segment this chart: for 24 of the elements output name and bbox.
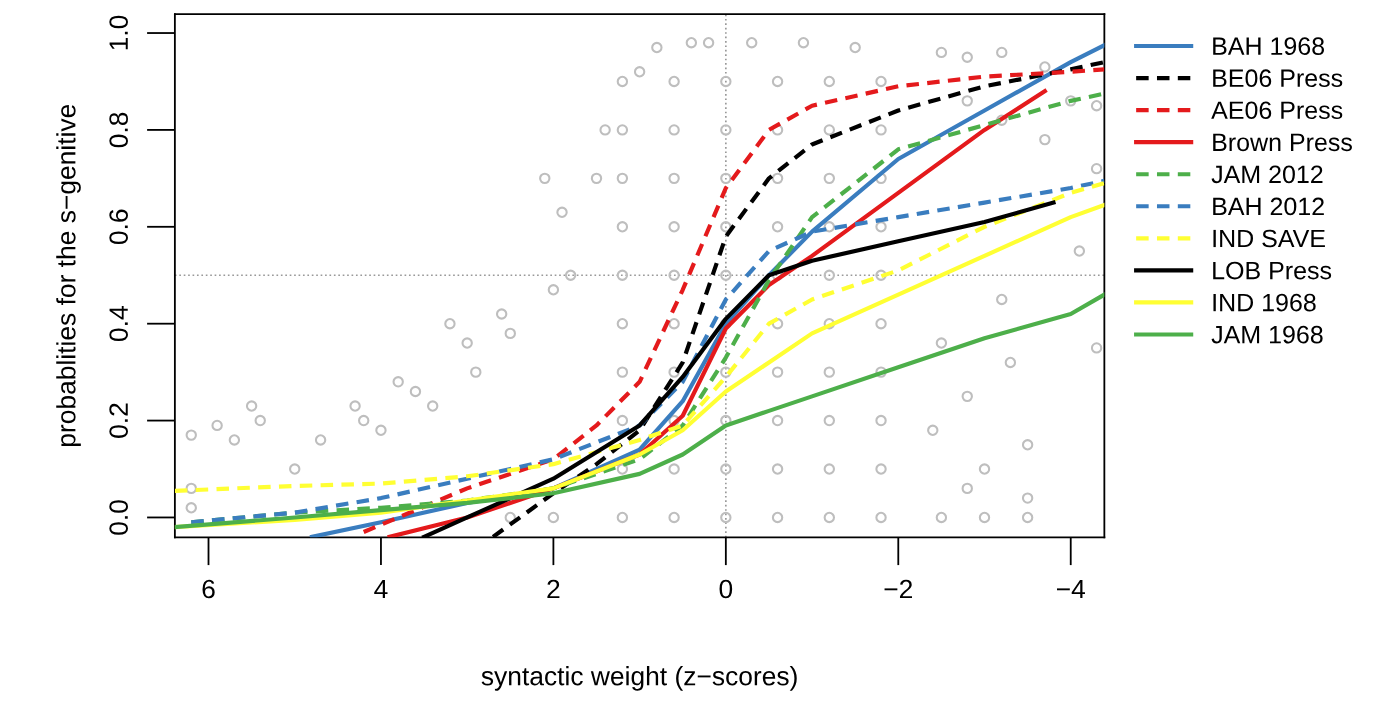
- x-tick-label: −4: [1056, 579, 1085, 599]
- x-tick-label: 0: [719, 579, 733, 599]
- legend-label: JAM 1968: [1211, 325, 1323, 344]
- x-tick-label: −2: [884, 579, 912, 599]
- y-tick-label: 0.6: [109, 209, 128, 245]
- y-tick-label: 0.4: [109, 306, 128, 341]
- legend-label: LOB Press: [1213, 261, 1332, 280]
- x-tick-label: 2: [547, 579, 560, 599]
- legend-label: BE06 Press: [1213, 69, 1343, 88]
- legend-label: IND 1968: [1213, 293, 1316, 312]
- y-tick-label: 0.8: [109, 112, 128, 148]
- legend-label: JAM 2012: [1211, 165, 1323, 184]
- legend-label: AE06 Press: [1211, 101, 1343, 120]
- y-axis-title: probablities for the s−genitive: [56, 104, 81, 447]
- x-tick-label: 4: [374, 579, 388, 599]
- x-tick-label: 6: [202, 579, 215, 599]
- y-tick-label: 1.0: [109, 15, 128, 50]
- legend-label: BAH 1968: [1213, 37, 1325, 55]
- x-axis-title: syntactic weight (z−scores): [481, 666, 797, 691]
- y-tick-label: 0.0: [109, 500, 128, 535]
- legend-label: IND SAVE: [1213, 229, 1325, 248]
- legend-label: BAH 2012: [1213, 197, 1324, 216]
- legend-label: Brown Press: [1213, 133, 1352, 152]
- y-tick-label: 0.2: [109, 403, 128, 438]
